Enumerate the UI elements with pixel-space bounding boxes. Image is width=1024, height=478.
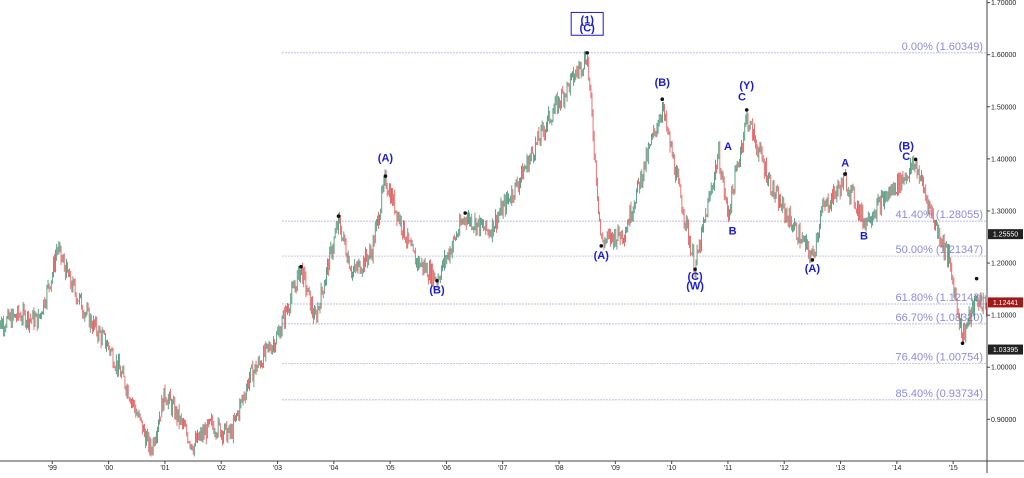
x-tick-label: '12: [780, 465, 789, 472]
wave-label: (A): [805, 263, 821, 275]
price-badge: [988, 297, 1023, 308]
pivot-marker: [693, 267, 697, 272]
wave-label: (B): [655, 77, 671, 89]
x-tick-label: '11: [724, 465, 733, 472]
x-tick-label: '02: [217, 465, 226, 472]
wave-label: C: [738, 92, 746, 104]
y-tick-label: 1.70000: [991, 0, 1016, 7]
pivot-marker: [435, 278, 439, 283]
wave-label: (B): [429, 284, 445, 296]
fib-label: 85.40% (0.93734): [896, 388, 983, 400]
fib-label: 50.00% (1.21347): [896, 244, 983, 256]
x-tick-label: '14: [892, 465, 901, 472]
y-tick-label: 1.50000: [991, 104, 1016, 111]
wave-label: B: [860, 231, 868, 243]
fib-label: 41.40% (1.28055): [896, 209, 983, 221]
pivot-marker: [336, 214, 341, 218]
wave-label: A: [724, 141, 732, 153]
pivot-marker: [960, 341, 965, 346]
y-tick-label: 1.10000: [991, 313, 1016, 320]
pivot-marker: [744, 108, 749, 112]
price-badge-label: 1.25550: [993, 232, 1018, 239]
wave-label: (W): [686, 281, 704, 293]
x-tick-label: '09: [611, 465, 620, 472]
price-badge-label: 1.03395: [993, 347, 1018, 354]
x-tick-label: '08: [554, 465, 563, 472]
pivot-marker: [810, 258, 815, 262]
x-tick-label: '03: [273, 465, 282, 472]
pivot-marker: [383, 174, 388, 178]
pivot-marker: [463, 211, 467, 215]
y-tick-label: 1.60000: [991, 52, 1016, 59]
y-tick-label: 1.30000: [991, 208, 1016, 215]
wave-label: C: [902, 151, 910, 163]
pivot-marker: [299, 264, 303, 269]
pivot-marker: [585, 51, 589, 55]
wave-labels-layer: (1)(C)(A)(B)(A)(B)(C)(W)(Y)CAB(A)AB(B)C: [378, 11, 915, 296]
x-tick-label: '99: [48, 465, 57, 472]
x-tick-label: '15: [949, 465, 958, 472]
wave-label: (1): [580, 14, 594, 26]
wave-label: (A): [378, 152, 394, 164]
y-tick-label: 1.40000: [991, 156, 1016, 163]
wave-label: (C): [580, 22, 596, 34]
wave-label: (A): [594, 250, 610, 262]
x-tick-label: '13: [836, 465, 845, 472]
x-tick-label: '05: [386, 465, 395, 472]
price-badge: [988, 229, 1023, 240]
x-tick-label: '06: [442, 465, 451, 472]
y-tick-label: 1.20000: [991, 261, 1016, 268]
pivot-marker: [599, 244, 604, 248]
fib-label: 61.80% (1.12143): [896, 292, 983, 304]
pivot-marker: [843, 172, 848, 176]
x-tick-label: '07: [498, 465, 507, 472]
x-tick-label: '04: [329, 465, 338, 472]
pivot-marker: [660, 97, 665, 102]
price-badge: [988, 344, 1023, 355]
wave-label: (Y): [739, 80, 754, 92]
fib-label: 76.40% (1.00754): [896, 351, 983, 363]
x-tick-label: '10: [667, 465, 676, 472]
y-tick-label: 1.00000: [991, 365, 1016, 372]
wave-label: B: [729, 225, 737, 237]
pivot-marker: [913, 157, 918, 162]
x-tick-label: '00: [104, 465, 113, 472]
y-tick-label: 0.90000: [991, 417, 1016, 424]
wave-label-box: [570, 11, 604, 36]
price-bars-layer: [0, 51, 987, 457]
fib-label: 0.00% (1.60349): [902, 41, 983, 53]
price-badge-label: 1.12441: [993, 300, 1018, 307]
fib-levels-layer: 0.00% (1.60349) 41.40% (1.28055) 50.00% (1…: [282, 41, 986, 401]
wave-label: (B): [899, 140, 915, 152]
x-tick-label: '01: [160, 465, 169, 472]
pivot-markers-layer: [299, 51, 979, 346]
wave-label: A: [841, 158, 849, 170]
pivot-marker: [974, 276, 979, 281]
wave-label: (C): [687, 271, 703, 283]
